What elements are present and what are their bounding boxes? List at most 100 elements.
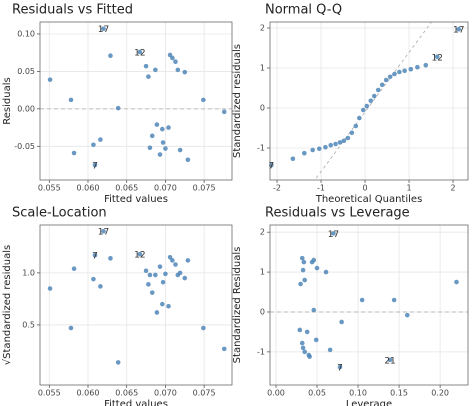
- point: [290, 156, 296, 162]
- y-tick-label: 0.05: [17, 67, 35, 76]
- point: [302, 349, 308, 355]
- point: [177, 147, 183, 153]
- panel-title: Residuals vs Leverage: [265, 206, 410, 221]
- point: [163, 271, 168, 277]
- point: [387, 74, 393, 80]
- point-label: 7: [92, 252, 98, 262]
- x-tick-label: -2: [273, 184, 281, 193]
- y-axis-title: Standardized Residuals: [232, 247, 243, 364]
- point: [434, 54, 440, 60]
- point: [302, 277, 308, 283]
- point: [310, 147, 315, 153]
- point: [221, 346, 227, 352]
- point-label: 17: [453, 26, 464, 36]
- point: [182, 69, 188, 75]
- point: [345, 135, 351, 141]
- point: [47, 286, 53, 291]
- point-label: 7: [268, 162, 274, 172]
- y-tick-label: -1: [257, 347, 265, 356]
- point: [323, 269, 329, 275]
- point: [299, 255, 305, 261]
- x-tick-label: 0.060: [77, 389, 100, 398]
- point: [357, 115, 362, 121]
- y-tick-label: 1: [260, 268, 265, 277]
- point: [314, 265, 320, 271]
- point: [98, 137, 103, 142]
- point: [359, 297, 365, 303]
- point: [68, 97, 74, 103]
- point: [115, 360, 121, 365]
- point: [221, 109, 227, 115]
- y-tick-label: 1.0: [22, 268, 35, 277]
- point: [137, 49, 143, 55]
- panel-border: [39, 21, 233, 181]
- x-tick-label: 0.075: [193, 389, 216, 398]
- plot-bg: [40, 225, 232, 385]
- point-label: 21: [384, 356, 395, 366]
- point-label: 7: [337, 364, 343, 374]
- point: [408, 66, 414, 72]
- panel-title: Scale-Location: [12, 206, 107, 221]
- point-label: 7: [92, 162, 98, 172]
- point: [311, 307, 317, 313]
- x-tick-label: 0.060: [77, 184, 100, 193]
- y-tick-label: 0.10: [17, 29, 35, 38]
- point: [166, 125, 171, 130]
- point: [92, 162, 98, 168]
- point: [387, 357, 393, 363]
- point: [383, 77, 389, 83]
- point: [311, 257, 317, 263]
- point-label: 17: [98, 25, 109, 35]
- x-tick-label: 0.00: [267, 389, 285, 398]
- point: [92, 252, 98, 258]
- point: [115, 105, 121, 111]
- point: [157, 264, 163, 269]
- point: [91, 276, 96, 282]
- point: [147, 272, 153, 278]
- x-axis-title: Theoretical Quantiles: [315, 194, 423, 205]
- point: [300, 267, 306, 273]
- point: [182, 275, 188, 281]
- point: [339, 319, 344, 325]
- point: [391, 297, 397, 303]
- point: [402, 68, 407, 74]
- point: [147, 145, 153, 151]
- point: [364, 103, 370, 109]
- x-tick-label: 0.20: [431, 389, 449, 398]
- point: [173, 262, 178, 267]
- point-label: 12: [431, 53, 442, 63]
- y-tick-label: 0.5: [22, 320, 35, 329]
- point: [397, 69, 402, 75]
- point: [160, 126, 165, 132]
- point: [341, 138, 347, 144]
- point: [154, 122, 160, 127]
- point-label: 12: [134, 251, 145, 261]
- panel-title: Residuals vs Fitted: [12, 3, 133, 18]
- point: [160, 279, 166, 285]
- point: [201, 325, 206, 331]
- point: [146, 74, 151, 79]
- y-axis-title: Standardized residuals: [232, 44, 243, 158]
- point: [304, 329, 310, 335]
- point: [91, 142, 96, 148]
- point: [185, 157, 191, 163]
- x-tick-label: 0.05: [308, 389, 326, 398]
- y-tick-label: 0: [260, 307, 265, 316]
- point: [68, 325, 74, 331]
- x-tick-label: 0.10: [349, 389, 367, 398]
- point: [301, 259, 307, 265]
- x-axis-title: Leverage: [346, 399, 392, 406]
- panel-border: [269, 224, 469, 386]
- x-tick-label: 0.070: [154, 389, 177, 398]
- point: [71, 266, 77, 272]
- point: [149, 290, 155, 295]
- x-tick-label: 0.065: [115, 184, 138, 193]
- plot-bg: [270, 225, 468, 385]
- y-tick-label: -1: [257, 144, 265, 153]
- point: [143, 268, 149, 274]
- point-label: 12: [134, 48, 145, 58]
- point: [153, 272, 158, 278]
- x-tick-label: 2: [450, 184, 455, 193]
- point: [360, 107, 366, 113]
